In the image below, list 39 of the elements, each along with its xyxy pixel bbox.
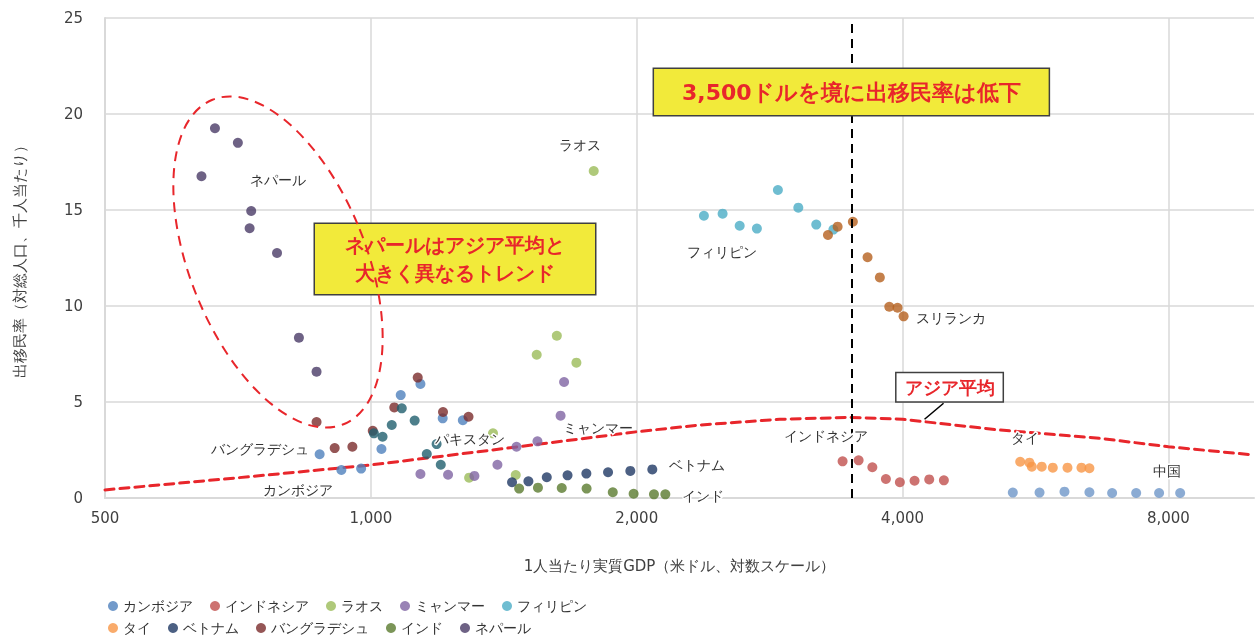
- y-tick-label: 25: [63, 9, 83, 27]
- legend-label: フィリピン: [517, 598, 587, 614]
- x-tick-label: 500: [90, 508, 120, 527]
- y-tick-label: 20: [63, 105, 83, 123]
- annotation: ミャンマー: [563, 420, 633, 436]
- annotation: ベトナム: [669, 457, 725, 473]
- y-tick-label: 10: [63, 297, 83, 315]
- y-axis-title: 出移民率（対総人口、千人当たり）: [10, 138, 29, 378]
- annotation: ラオス: [559, 137, 601, 153]
- y-tick-label: 0: [73, 489, 83, 507]
- ref-line-label: 3,500ドルを境に出移民率は低下: [682, 79, 1021, 105]
- legend-label: ベトナム: [183, 620, 239, 636]
- legend-label: ミャンマー: [415, 598, 485, 614]
- annotation: インド: [682, 488, 724, 504]
- annotation: ネパール: [250, 172, 306, 188]
- x-tick-label: 4,000: [881, 508, 925, 527]
- annotation: スリランカ: [916, 310, 986, 326]
- annotation: 中国: [1153, 463, 1181, 479]
- legend-label: タイ: [123, 620, 151, 636]
- legend-label: インドネシア: [225, 598, 309, 614]
- annotation: ネパールはアジア平均と大きく異なるトレンド: [345, 233, 565, 285]
- legend-label: バングラデシュ: [270, 620, 369, 636]
- x-tick-label: 1,000: [349, 508, 393, 527]
- y-tick-label: 15: [63, 201, 83, 219]
- legend-label: インド: [401, 620, 443, 636]
- x-axis-title: 1人当たり実質GDP（米ドル、対数スケール）: [523, 556, 836, 575]
- annotation: カンボジア: [263, 482, 333, 498]
- legend-label: ラオス: [341, 598, 383, 614]
- annotation: タイ: [1011, 430, 1039, 446]
- y-tick-label: 5: [73, 393, 83, 411]
- annotation: インドネシア: [784, 428, 868, 444]
- x-tick-label: 2,000: [615, 508, 659, 527]
- x-tick-label: 8,000: [1146, 508, 1190, 527]
- annotation: バングラデシュ: [210, 441, 309, 457]
- annotation: フィリピン: [687, 244, 757, 260]
- legend-label: カンボジア: [123, 598, 193, 614]
- annotation: パキスタン: [434, 431, 505, 447]
- annotation: アジア平均: [904, 376, 995, 398]
- legend-label: ネパール: [475, 620, 531, 636]
